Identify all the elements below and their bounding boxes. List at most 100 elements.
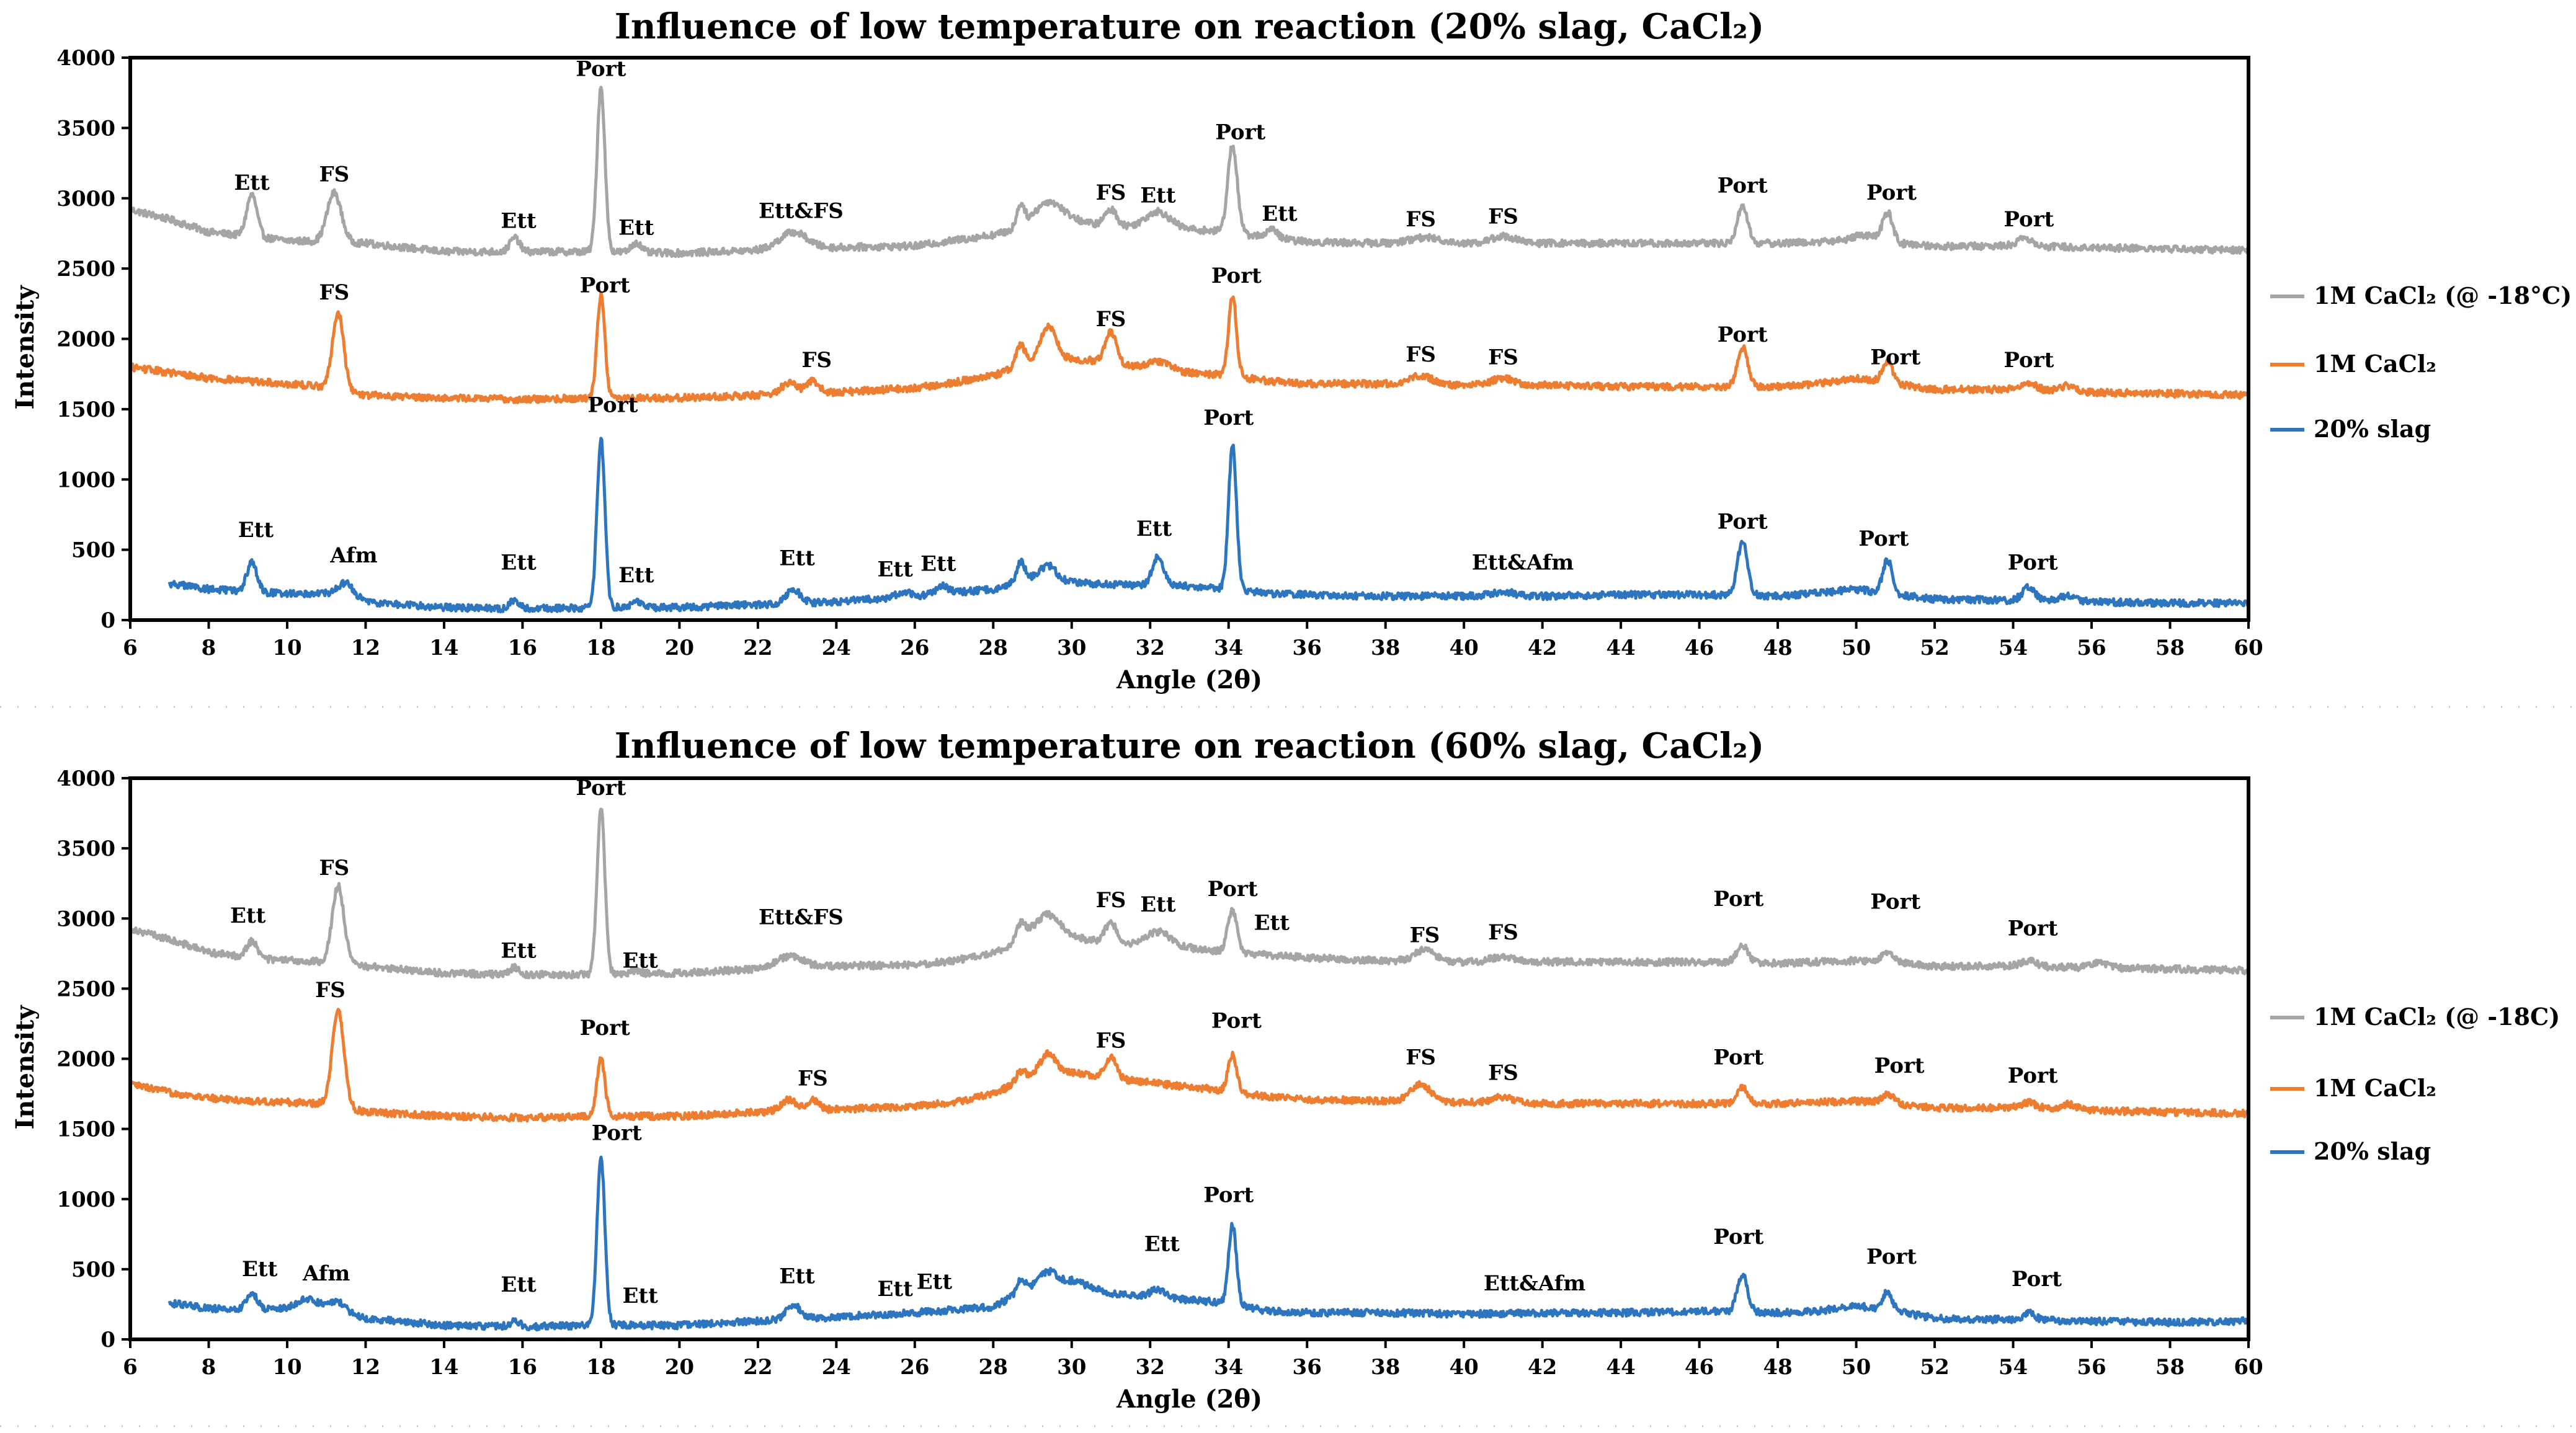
peak-label: Ett: [1144, 1231, 1180, 1256]
x-tick-label: 24: [822, 1355, 851, 1380]
peak-label: Port: [580, 1016, 630, 1040]
x-tick-label: 38: [1371, 636, 1400, 660]
y-tick-label: 3500: [56, 116, 115, 141]
y-tick-label: 1000: [56, 468, 115, 492]
peak-label: Ett: [1136, 517, 1172, 541]
peak-label: Ett: [230, 903, 266, 928]
peak-label: Ett: [234, 171, 270, 195]
x-tick-label: 56: [2077, 1355, 2106, 1380]
series-line-2: [129, 291, 2250, 404]
series-line-3: [167, 437, 2250, 614]
y-tick-label: 0: [100, 1328, 115, 1352]
x-tick-label: 8: [202, 1355, 216, 1380]
peak-label: FS: [1096, 180, 1126, 205]
x-tick-label: 46: [1685, 1355, 1714, 1380]
x-tick-label: 52: [1920, 636, 1949, 660]
x-tick-label: 30: [1057, 636, 1086, 660]
peak-label: Ett: [878, 1277, 914, 1302]
y-tick-label: 4000: [56, 46, 115, 71]
peak-label: Port: [1870, 889, 1920, 914]
peak-label: Port: [1858, 526, 1909, 551]
peak-label: FS: [319, 280, 350, 305]
peak-label: Ett: [501, 939, 537, 964]
peak-label: Ett: [618, 563, 654, 588]
series-line-1: [128, 86, 2250, 259]
peak-label: Ett: [917, 1270, 953, 1295]
peak-label: Port: [580, 273, 630, 298]
x-tick-label: 22: [743, 1355, 772, 1380]
x-tick-label: 54: [1999, 1355, 2028, 1380]
y-tick-label: 0: [100, 608, 115, 633]
peak-label: Port: [1713, 1045, 1763, 1070]
y-tick-label: 1500: [56, 397, 115, 422]
x-tick-label: 58: [2155, 1355, 2185, 1380]
peak-label: FS: [1406, 207, 1436, 232]
peak-label: Ett&Afm: [1484, 1271, 1585, 1296]
x-tick-label: 60: [2234, 1355, 2263, 1380]
y-tick-label: 2000: [56, 1047, 115, 1072]
x-tick-label: 6: [123, 636, 138, 660]
peak-label: Ett: [501, 550, 537, 575]
x-tick-label: 14: [429, 1355, 458, 1380]
x-tick-label: 28: [979, 1355, 1008, 1380]
x-tick-label: 34: [1214, 636, 1243, 660]
x-tick-label: 30: [1057, 1355, 1086, 1380]
peak-label: Port: [1718, 510, 1768, 535]
x-tick-label: 40: [1450, 636, 1479, 660]
peak-label: Ett: [920, 552, 956, 577]
peak-label: Ett: [1254, 910, 1290, 935]
peak-label: Port: [1211, 264, 1262, 288]
y-axis-label: Intensity: [11, 285, 40, 410]
peak-label: Ett: [1140, 892, 1176, 917]
peak-label: Port: [1208, 877, 1258, 902]
x-tick-label: 56: [2077, 636, 2106, 660]
peak-label: Ett: [501, 208, 537, 233]
x-axis-label: Angle (2θ): [1116, 1385, 1262, 1414]
legend-entry: 20% slag: [2314, 415, 2431, 443]
y-tick-label: 2500: [56, 977, 115, 1001]
x-tick-label: 42: [1528, 1355, 1557, 1380]
x-tick-label: 16: [508, 636, 537, 660]
y-axis-label: Intensity: [11, 1005, 40, 1130]
x-tick-label: 12: [351, 636, 380, 660]
x-tick-label: 26: [900, 636, 929, 660]
peak-label: Ett&Afm: [1472, 550, 1574, 575]
x-tick-label: 16: [508, 1355, 537, 1380]
x-tick-label: 22: [743, 636, 772, 660]
x-tick-label: 46: [1685, 636, 1714, 660]
y-tick-label: 1000: [56, 1187, 115, 1212]
x-tick-label: 8: [202, 636, 216, 660]
peak-label: Ett: [618, 216, 654, 241]
peak-label: FS: [1488, 1060, 1518, 1085]
x-tick-label: 44: [1606, 1355, 1635, 1380]
y-tick-label: 2000: [56, 327, 115, 352]
plot-area: [128, 776, 2250, 1341]
peak-label: Port: [1203, 1182, 1254, 1207]
peak-label: FS: [1488, 920, 1518, 945]
peak-label: FS: [801, 348, 832, 373]
y-tick-label: 500: [71, 1258, 115, 1282]
series-line-2: [129, 1008, 2250, 1123]
peak-label: FS: [315, 978, 345, 1003]
peak-label: Ett&FS: [759, 198, 844, 223]
x-tick-label: 18: [586, 1355, 615, 1380]
peak-label: Port: [1718, 174, 1768, 198]
peak-label: Ett: [622, 1284, 658, 1308]
y-tick-label: 3500: [56, 836, 115, 861]
peak-label: Ett: [1262, 202, 1298, 226]
peak-label: FS: [1096, 307, 1126, 332]
peak-label: FS: [1096, 888, 1126, 913]
x-tick-label: 42: [1528, 636, 1557, 660]
x-tick-label: 18: [586, 636, 615, 660]
peak-label: Ett: [238, 518, 274, 543]
peak-label: Port: [1713, 1225, 1763, 1249]
y-tick-label: 2500: [56, 257, 115, 282]
peak-label: Ett: [878, 557, 914, 582]
peak-label: FS: [1488, 205, 1518, 229]
x-tick-label: 6: [123, 1355, 138, 1380]
x-tick-label: 32: [1136, 636, 1165, 660]
legend-entry: 1M CaCl₂: [2314, 350, 2436, 378]
peak-label: Afm: [302, 1261, 350, 1286]
x-tick-label: 12: [351, 1355, 380, 1380]
